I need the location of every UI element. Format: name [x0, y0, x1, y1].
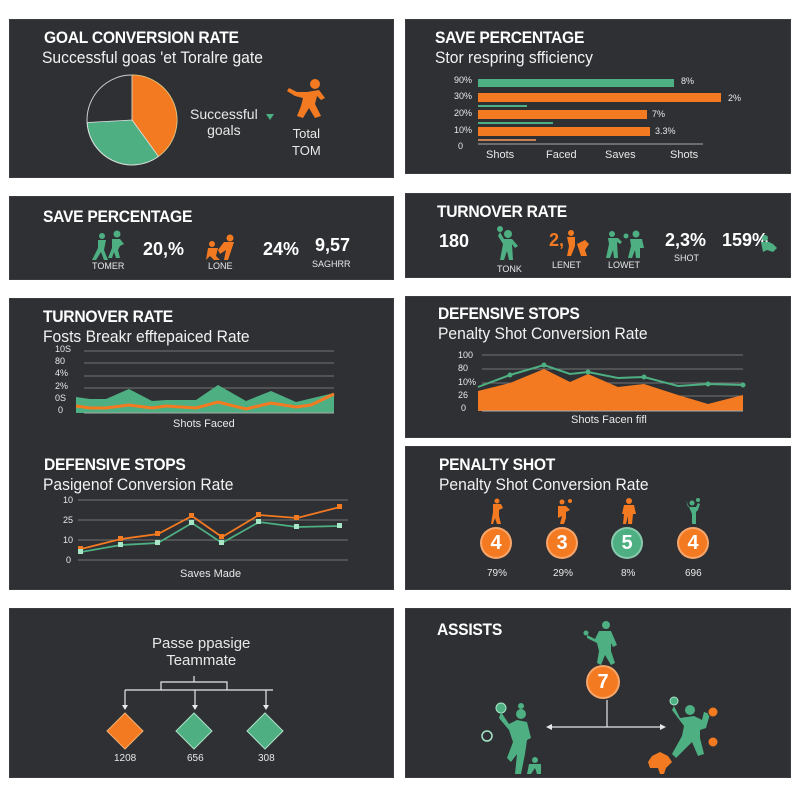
- x-label: Saves: [605, 149, 636, 161]
- player-top-icon: [583, 621, 617, 665]
- panel-subtitle: Penalty Shot Conversion Rate: [439, 475, 649, 494]
- bar-label: 7%: [652, 109, 666, 119]
- panel-title: TURNOVER RATE: [43, 307, 173, 326]
- penalty-pct: 696: [685, 568, 702, 579]
- turnover-area-chart: [75, 350, 335, 414]
- players-tackle-icon: [206, 234, 234, 260]
- panel-subtitle: Penalty Shot Conversion Rate: [438, 324, 648, 343]
- pie-chart: [86, 74, 178, 166]
- node-diamond: [246, 712, 284, 750]
- panel-title: SAVE PERCENTAGE: [435, 28, 585, 47]
- player-icon: [558, 499, 572, 524]
- save-percentage-bars-panel: SAVE PERCENTAGE Stor respring sfficiency…: [405, 19, 791, 174]
- panel-title: DEFENSIVE STOPS: [438, 304, 580, 323]
- panel-subtitle: Successful goas 'et Toralre gate: [42, 48, 263, 67]
- player-icon: [491, 498, 503, 524]
- player-icon: [622, 498, 636, 524]
- flow-connectors: [122, 676, 273, 710]
- goal-conversion-panel: GOAL CONVERSION RATE Successful goas 'et…: [9, 19, 394, 178]
- penalty-badge: 4: [677, 527, 709, 559]
- x-axis-label: Shots Faced: [173, 418, 235, 430]
- two-players-icon: [92, 230, 124, 260]
- player-raise-icon: [497, 226, 518, 260]
- penalty-area-chart: [477, 354, 746, 412]
- panel-subtitle: Fosts Breakr efftepaiced Rate: [43, 327, 250, 346]
- penalty-pct: 8%: [621, 568, 636, 579]
- stat-label: TOMER: [92, 261, 125, 271]
- node-diamond: [106, 712, 144, 750]
- penalty-badge: 5: [611, 527, 643, 559]
- stat-label: LONE: [208, 261, 233, 271]
- x-label: Shots: [670, 149, 699, 161]
- panel-title: PENALTY SHOT: [439, 455, 556, 474]
- stat-value: 2,: [549, 230, 565, 250]
- player-run-icon: [567, 230, 589, 256]
- stat-label: TONK: [497, 264, 522, 274]
- penalty-badge: 4: [480, 527, 512, 559]
- panel-title-2: DEFENSIVE STOPS: [44, 455, 186, 474]
- node-value: 656: [187, 753, 204, 764]
- stat-value: 180: [439, 231, 470, 251]
- save-percentage-stats-panel: SAVE PERCENTAGE TOMER 20,% LONE 24% 9,57…: [9, 196, 394, 280]
- defensive-stops-area-panel: DEFENSIVE STOPS Penalty Shot Conversion …: [405, 296, 791, 438]
- penalty-badge: 3: [546, 527, 578, 559]
- two-players-icon: [606, 230, 644, 258]
- x-axis-label: Shots Facen fifl: [571, 414, 647, 426]
- node-value: 1208: [114, 753, 137, 764]
- player-right-icon: [648, 696, 719, 774]
- x-axis-label-2: Saves Made: [180, 568, 242, 580]
- triangle-down-icon: [266, 114, 274, 120]
- node-value: 308: [258, 753, 275, 764]
- player-crouch-icon: [761, 235, 777, 252]
- stat-value: 20,%: [143, 239, 185, 259]
- x-label: Faced: [546, 149, 577, 161]
- defensive-line-chart: [78, 499, 348, 561]
- penalty-pct: 29%: [553, 568, 574, 579]
- bar-label: 3.3%: [655, 126, 676, 136]
- stat-value: 2,3%: [665, 230, 707, 250]
- panel-title: GOAL CONVERSION RATE: [44, 28, 239, 47]
- penalty-pct: 79%: [487, 568, 508, 579]
- node-diamond: [175, 712, 213, 750]
- legend-label: Successful goals: [190, 106, 258, 138]
- x-label: Shots: [486, 149, 515, 161]
- stat-label: LOWET: [608, 260, 641, 270]
- diagram-title: Passe ppasige Teammate: [152, 635, 251, 669]
- turnover-defensive-panel: TURNOVER RATE Fosts Breakr efftepaiced R…: [9, 298, 394, 590]
- assist-connector: [546, 700, 666, 730]
- stat-label: SAGHRR: [312, 259, 351, 269]
- bar-chart: [478, 79, 721, 145]
- bar-label: 8%: [681, 76, 695, 86]
- panel-title: SAVE PERCENTAGE: [43, 207, 193, 226]
- player-figure-icon: [287, 79, 325, 118]
- penalty-shot-panel: PENALTY SHOT Penalty Shot Conversion Rat…: [405, 446, 791, 590]
- passes-diagram-panel: Passe ppasige Teammate 1208 656 308: [9, 608, 394, 778]
- player-icon: [686, 498, 700, 524]
- turnover-rate-stats-panel: TURNOVER RATE 180 TONK 2, LENET LOWET 2,…: [405, 193, 791, 278]
- stat-value: 159%: [722, 230, 769, 250]
- panel-subtitle-2: Pasigenof Conversion Rate: [43, 475, 234, 494]
- stat-label: LENET: [552, 260, 582, 270]
- panel-title: TURNOVER RATE: [437, 202, 567, 221]
- stat-label: SHOT: [674, 253, 700, 263]
- stat-value: 9,57: [315, 235, 351, 255]
- panel-title: ASSISTS: [437, 620, 502, 639]
- assists-panel: ASSISTS 7: [405, 608, 791, 778]
- bar-label: 2%: [728, 93, 742, 103]
- figure-label: Total TOM: [292, 126, 321, 158]
- panel-subtitle: Stor respring sfficiency: [435, 48, 593, 67]
- assists-count-badge: 7: [586, 665, 620, 699]
- player-left-icon: [481, 702, 541, 774]
- stat-value: 24%: [263, 239, 300, 259]
